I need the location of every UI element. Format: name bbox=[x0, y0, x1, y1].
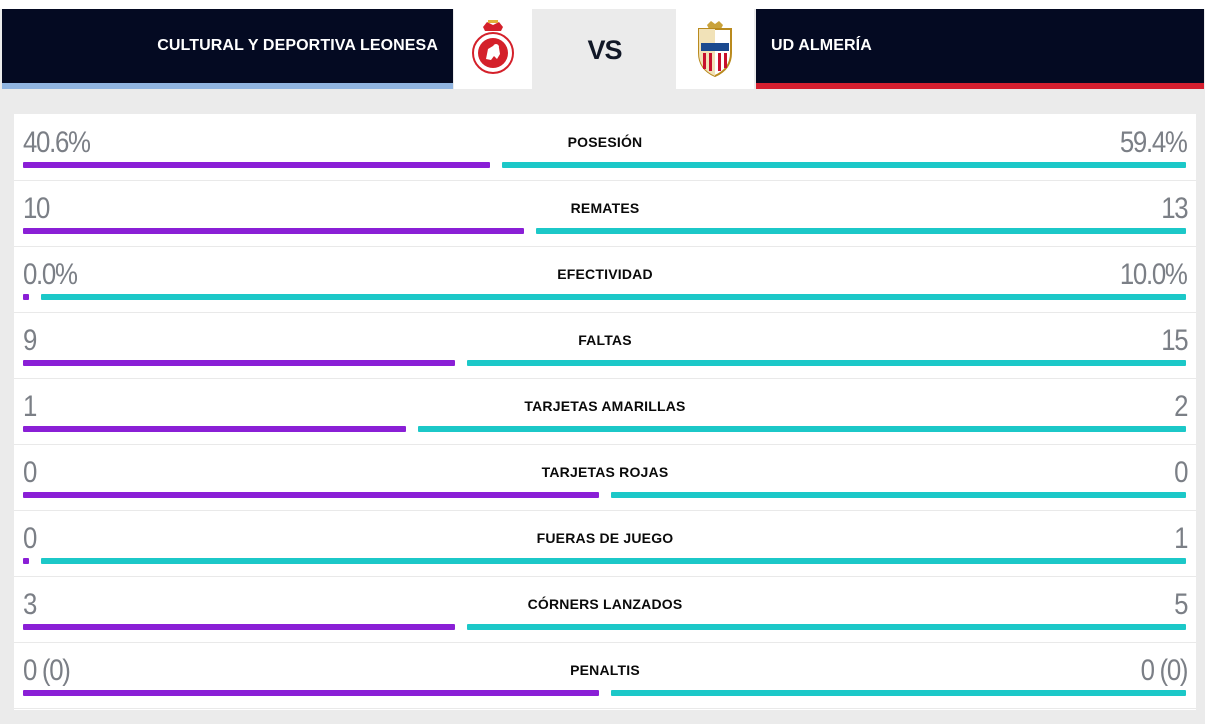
home-stat-value: 0 bbox=[23, 456, 37, 489]
home-team-name: CULTURAL Y DEPORTIVA LEONESA bbox=[157, 37, 438, 54]
home-team-banner: CULTURAL Y DEPORTIVA LEONESA bbox=[2, 9, 453, 89]
away-team-banner: UD ALMERÍA bbox=[756, 9, 1204, 89]
away-stat-bar bbox=[536, 228, 1186, 234]
home-stat-value: 0 bbox=[23, 522, 37, 555]
stat-row: 0 (0) PENALTIS 0 (0) bbox=[14, 642, 1196, 709]
away-stat-value: 10.0% bbox=[1120, 258, 1188, 291]
home-stat-bar bbox=[23, 228, 524, 234]
stat-label: REMATES bbox=[570, 200, 640, 216]
away-stat-value: 2 bbox=[1173, 390, 1188, 423]
stat-label: POSESIÓN bbox=[567, 134, 643, 150]
away-stat-value: 13 bbox=[1160, 192, 1188, 225]
home-stat-value: 9 bbox=[23, 324, 37, 357]
away-stat-bar bbox=[611, 690, 1186, 696]
home-stat-bar bbox=[23, 690, 599, 696]
home-stat-bar bbox=[23, 624, 455, 630]
away-stat-value: 15 bbox=[1160, 324, 1188, 357]
stat-row: 0 FUERAS DE JUEGO 1 bbox=[14, 510, 1196, 577]
away-stat-bar bbox=[41, 294, 1186, 300]
stats-panel: 40.6% POSESIÓN 59.4% 10 REMATES 13 0.0% EFECTIV… bbox=[14, 114, 1196, 710]
stat-row: 1 TARJETAS AMARILLAS 2 bbox=[14, 378, 1196, 445]
stat-label: CÓRNERS LANZADOS bbox=[527, 596, 683, 612]
home-stat-bar bbox=[23, 360, 455, 366]
away-stat-value: 5 bbox=[1173, 588, 1188, 621]
stat-label: FALTAS bbox=[578, 332, 632, 348]
stat-label: PENALTIS bbox=[570, 662, 640, 678]
cultural-leonesa-crest-icon bbox=[472, 20, 514, 74]
stat-row: 3 CÓRNERS LANZADOS 5 bbox=[14, 576, 1196, 643]
stat-row: 0.0% EFECTIVIDAD 10.0% bbox=[14, 246, 1196, 313]
home-stat-bar bbox=[23, 558, 29, 564]
home-stat-value: 10 bbox=[23, 192, 50, 225]
match-header: CULTURAL Y DEPORTIVA LEONESA VS bbox=[0, 9, 1205, 89]
away-stat-bar bbox=[41, 558, 1186, 564]
away-stat-value: 0 (0) bbox=[1140, 654, 1188, 687]
away-team-name: UD ALMERÍA bbox=[771, 37, 872, 54]
vs-label: VS bbox=[587, 35, 622, 65]
away-team-crest bbox=[676, 9, 754, 89]
away-stat-bar bbox=[467, 624, 1186, 630]
away-stat-bar bbox=[418, 426, 1186, 432]
away-stat-value: 59.4% bbox=[1120, 126, 1188, 159]
stat-row: 0 TARJETAS ROJAS 0 bbox=[14, 444, 1196, 511]
away-stat-bar bbox=[502, 162, 1186, 168]
stat-row: 40.6% POSESIÓN 59.4% bbox=[14, 114, 1196, 181]
home-stat-bar bbox=[23, 426, 406, 432]
stat-label: EFECTIVIDAD bbox=[557, 266, 653, 282]
stat-label: TARJETAS ROJAS bbox=[541, 464, 669, 480]
home-stat-bar bbox=[23, 294, 29, 300]
home-stat-bar bbox=[23, 492, 599, 498]
ud-almeria-crest-icon bbox=[698, 21, 732, 78]
away-stat-value: 0 bbox=[1173, 456, 1188, 489]
home-stat-value: 0 (0) bbox=[23, 654, 71, 687]
away-stat-bar bbox=[467, 360, 1186, 366]
home-stat-value: 1 bbox=[23, 390, 37, 423]
stat-label: FUERAS DE JUEGO bbox=[536, 530, 674, 546]
home-stat-bar bbox=[23, 162, 490, 168]
away-stat-value: 1 bbox=[1173, 522, 1188, 555]
home-team-crest bbox=[454, 9, 532, 89]
stat-row: 10 REMATES 13 bbox=[14, 180, 1196, 247]
stat-label: TARJETAS AMARILLAS bbox=[524, 398, 686, 414]
home-stat-value: 3 bbox=[23, 588, 37, 621]
stat-row: 9 FALTAS 15 bbox=[14, 312, 1196, 379]
match-stats-widget: CULTURAL Y DEPORTIVA LEONESA VS bbox=[0, 9, 1205, 724]
home-stat-value: 40.6% bbox=[23, 126, 91, 159]
home-stat-value: 0.0% bbox=[23, 258, 78, 291]
away-stat-bar bbox=[611, 492, 1186, 498]
